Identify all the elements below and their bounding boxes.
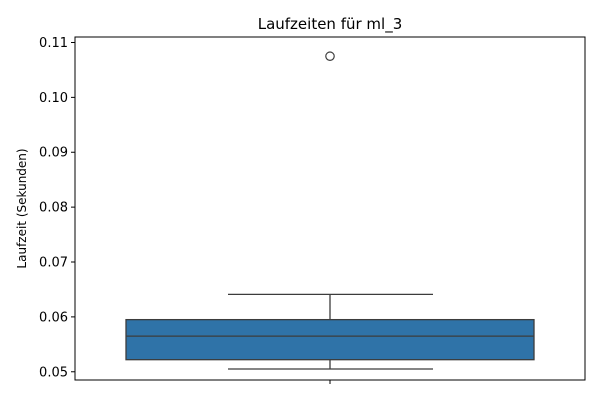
- y-tick-label: 0.05: [39, 365, 68, 380]
- y-axis-ticks: 0.05 0.06 0.07 0.08 0.09 0.10 0.11: [39, 36, 75, 380]
- y-tick-label: 0.09: [39, 146, 68, 161]
- boxplot: [125, 51, 535, 370]
- y-tick-label: 0.07: [39, 256, 68, 271]
- y-tick-label: 0.06: [39, 310, 68, 325]
- chart-title: Laufzeiten für ml_3: [258, 15, 403, 34]
- y-axis-label: Laufzeit (Sekunden): [15, 148, 29, 268]
- outlier-point: [325, 51, 335, 62]
- y-tick-label: 0.08: [39, 201, 68, 216]
- y-tick-label: 0.10: [39, 91, 68, 106]
- y-tick-label: 0.11: [39, 36, 68, 51]
- interquartile-box: [125, 318, 535, 361]
